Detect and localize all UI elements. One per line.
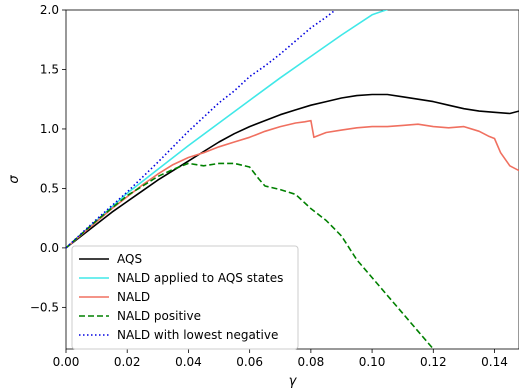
legend-box bbox=[71, 245, 299, 350]
legend-label-1: AQS bbox=[117, 252, 142, 266]
x-tick-label: 0.08 bbox=[298, 355, 325, 369]
y-tick-label: 0.5 bbox=[40, 181, 59, 195]
legend: AQS NALD applied to AQS states NALD NALD po… bbox=[71, 245, 299, 350]
y-tick-label: 2.0 bbox=[40, 3, 59, 17]
series-line-1 bbox=[66, 93, 519, 249]
x-tick-label: 0.12 bbox=[420, 355, 447, 369]
legend-label-2: NALD applied to AQS states bbox=[117, 271, 283, 285]
x-tick-label: 0.14 bbox=[481, 355, 508, 369]
legend-label-4: NALD positive bbox=[117, 309, 201, 323]
series-line-3 bbox=[66, 119, 519, 249]
x-axis-label: γ bbox=[289, 374, 298, 389]
x-tick-label: 0.02 bbox=[114, 355, 141, 369]
series-line-4 bbox=[66, 162, 434, 349]
legend-label-3: NALD bbox=[117, 290, 150, 304]
series-line-2 bbox=[66, 10, 389, 249]
x-tick-label: 0.00 bbox=[53, 355, 80, 369]
x-tick-label: 0.04 bbox=[175, 355, 202, 369]
x-axis: 0.00 0.02 0.04 0.06 0.08 0.10 0.12 0.14 bbox=[53, 349, 508, 369]
x-tick-label: 0.10 bbox=[359, 355, 386, 369]
y-tick-label: 1.5 bbox=[40, 62, 59, 76]
y-axis: −0.5 0.0 0.5 1.0 1.5 2.0 bbox=[30, 3, 66, 314]
y-tick-label: 1.0 bbox=[40, 122, 59, 136]
series-line-5 bbox=[66, 10, 336, 249]
y-axis-label: σ bbox=[7, 175, 22, 184]
series-group bbox=[66, 10, 519, 349]
y-tick-label: −0.5 bbox=[30, 300, 59, 314]
legend-label-5: NALD with lowest negative bbox=[117, 328, 278, 342]
y-tick-label: 0.0 bbox=[40, 241, 59, 255]
plot-area bbox=[65, 9, 519, 350]
x-tick-label: 0.06 bbox=[236, 355, 263, 369]
